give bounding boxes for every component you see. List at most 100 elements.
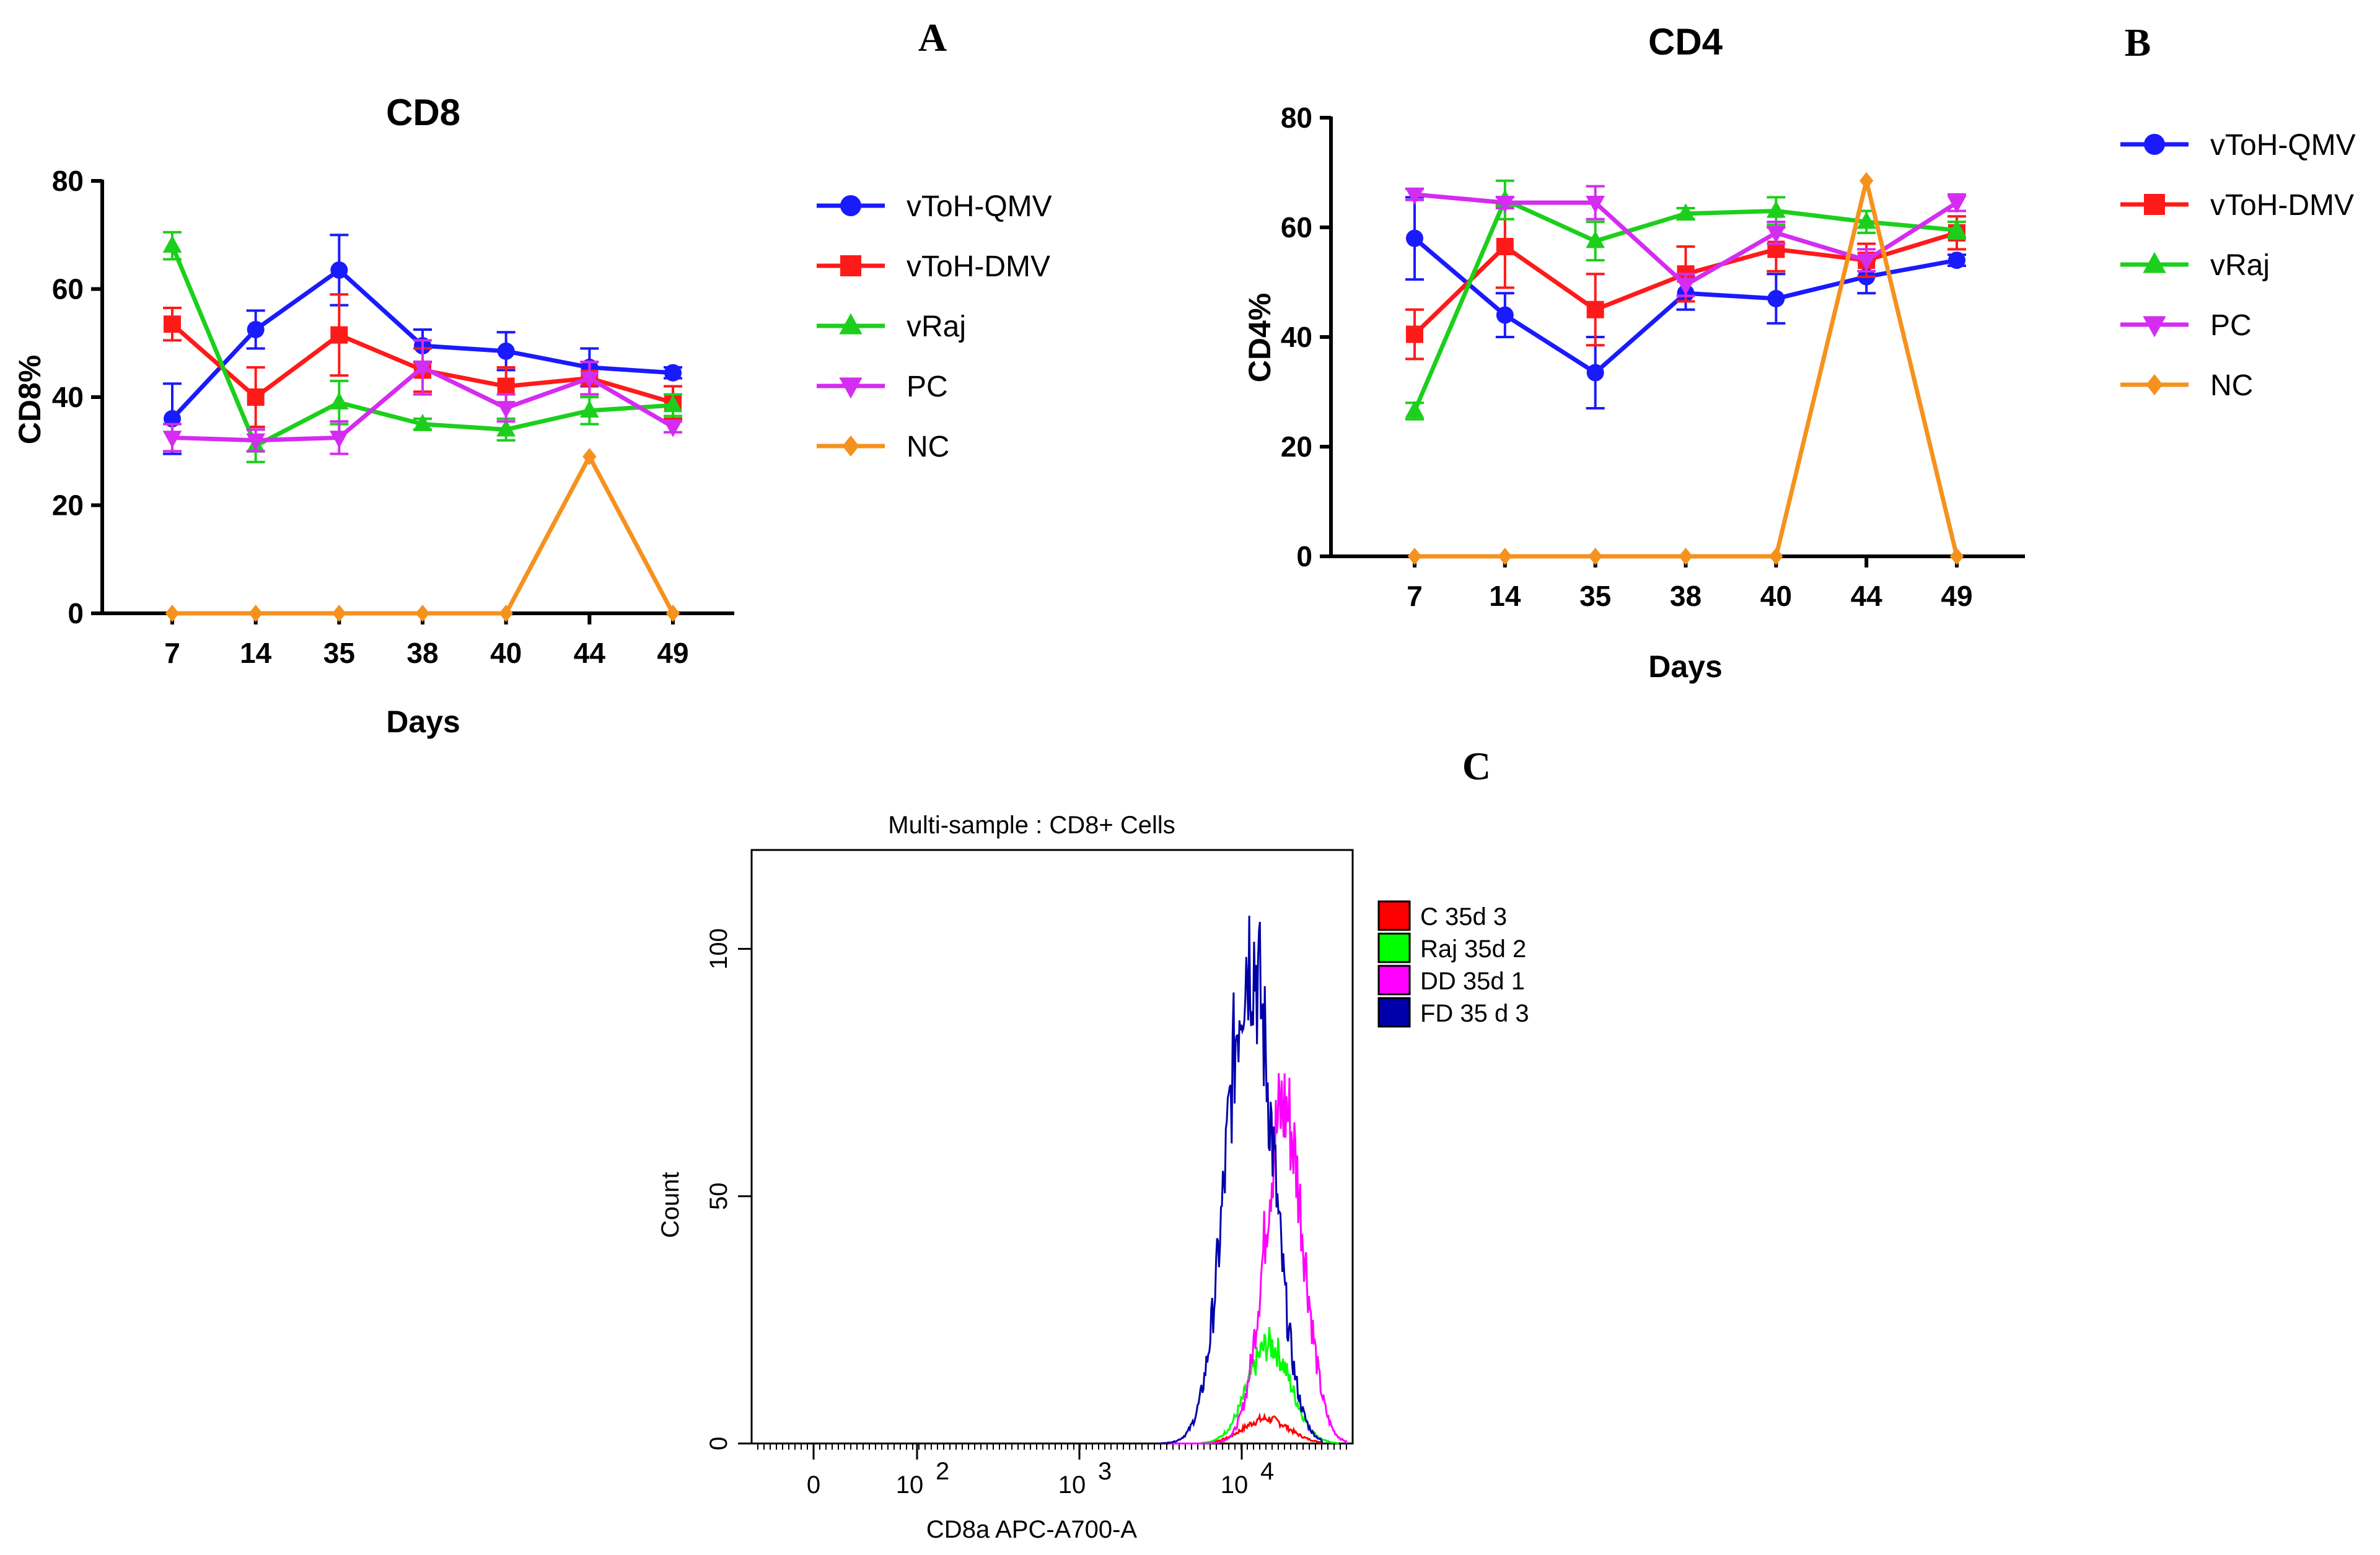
x-tick-label: 38 xyxy=(1670,580,1702,612)
x-axis-label: Days xyxy=(1648,649,1723,684)
x-tick-label: 44 xyxy=(1851,580,1883,612)
data-point xyxy=(1856,211,1876,229)
legend-marker xyxy=(842,436,859,457)
data-point xyxy=(413,413,433,431)
y-tick-label: 20 xyxy=(1281,431,1312,463)
data-point xyxy=(663,395,683,413)
data-point xyxy=(1498,548,1513,565)
data-point xyxy=(582,447,597,465)
series-NC xyxy=(165,447,680,622)
y-tick-label: 60 xyxy=(52,273,84,305)
y-tick-label: 40 xyxy=(1281,321,1312,353)
data-point xyxy=(1679,548,1693,565)
series-line xyxy=(1415,178,1959,559)
data-point xyxy=(579,400,599,418)
legend-marker xyxy=(2146,374,2163,395)
histogram-DD 35d 1 xyxy=(1169,1073,1348,1445)
legend-marker xyxy=(840,195,861,216)
y-tick-label: 80 xyxy=(1281,102,1312,134)
legend-swatch xyxy=(1377,900,1411,931)
data-point xyxy=(1407,548,1422,565)
legend-swatch xyxy=(1377,932,1411,963)
data-point xyxy=(162,431,182,449)
x-tick-label: 40 xyxy=(1760,580,1792,612)
data-point xyxy=(1766,226,1786,243)
x-tick-exponent: 2 xyxy=(936,1458,949,1485)
x-tick-label: 49 xyxy=(657,637,688,669)
data-point xyxy=(1859,172,1874,190)
x-tick-label: 14 xyxy=(240,637,272,669)
y-tick-label: 20 xyxy=(52,489,84,522)
x-tick-label: 44 xyxy=(574,637,606,669)
series-line xyxy=(172,454,675,616)
x-tick-label: 40 xyxy=(490,637,522,669)
data-point xyxy=(1947,219,1967,237)
data-point xyxy=(415,605,430,622)
legend-label: PC xyxy=(907,370,948,403)
data-point xyxy=(165,605,180,622)
data-point xyxy=(1496,237,1514,255)
data-point xyxy=(1856,253,1876,271)
x-tick-label: 49 xyxy=(1941,580,1972,612)
data-point xyxy=(497,342,515,360)
data-point xyxy=(248,605,263,622)
histogram-C 35d 3 xyxy=(1200,1412,1323,1445)
legend-marker xyxy=(2144,134,2165,155)
data-point xyxy=(665,605,680,622)
y-tick-label: 0 xyxy=(1296,540,1312,572)
data-point xyxy=(1588,548,1602,565)
chart-title: CD4 xyxy=(1648,21,1723,63)
x-tick-label: 10 xyxy=(1058,1471,1086,1499)
data-point xyxy=(1406,229,1423,247)
data-point xyxy=(330,326,348,344)
x-tick-label: 10 xyxy=(1221,1471,1249,1499)
data-point xyxy=(329,431,349,449)
data-point xyxy=(329,392,349,410)
data-point xyxy=(1948,252,1965,269)
axes: 0 20 40 60 80 7 14 35 38 40 44 49 xyxy=(1281,102,2025,612)
data-point xyxy=(1405,400,1425,418)
y-axis-label: CD4% xyxy=(1242,293,1277,382)
x-tick-label: 0 xyxy=(807,1471,820,1499)
panel-letter-a: A xyxy=(918,15,947,59)
legend-label: vToH-DMV xyxy=(2210,189,2354,222)
legend-marker xyxy=(2144,194,2165,215)
legend-label: vRaj xyxy=(2210,249,2270,282)
axes: 0 20 40 60 80 7 14 35 38 40 44 49 xyxy=(52,165,734,669)
data-point xyxy=(1496,306,1514,324)
legend-label: vToH-QMV xyxy=(2210,129,2356,162)
histogram-FD 35 d 3 xyxy=(1160,916,1324,1445)
data-point xyxy=(496,401,516,419)
data-point xyxy=(579,371,599,389)
x-tick-label: 14 xyxy=(1489,580,1521,612)
plot-frame xyxy=(750,849,1354,1445)
data-point xyxy=(1947,195,1967,213)
data-point xyxy=(1586,230,1605,248)
x-tick-label: 10 xyxy=(896,1471,924,1499)
legend-marker xyxy=(839,377,863,399)
data-point xyxy=(1495,195,1515,213)
legend-label: NC xyxy=(907,431,949,463)
data-point xyxy=(1586,364,1604,382)
data-point xyxy=(247,388,265,406)
series-vToH-QMV xyxy=(1405,196,1966,410)
legend-label: vToH-DMV xyxy=(907,250,1050,283)
legend-marker xyxy=(840,255,861,276)
y-tick-label: 40 xyxy=(52,381,84,413)
chart-cd8-histogram: Multi-sample : CD8+ Cells Count CD8a APC… xyxy=(657,812,1529,1543)
x-tick-label: 7 xyxy=(1407,580,1423,612)
y-tick-label: 80 xyxy=(52,165,84,197)
legend-label: PC xyxy=(2210,309,2252,342)
legend-label: DD 35d 1 xyxy=(1420,968,1525,995)
chart-title: Multi-sample : CD8+ Cells xyxy=(888,812,1175,839)
series-PC xyxy=(162,339,683,455)
data-point xyxy=(330,261,348,279)
x-tick-exponent: 3 xyxy=(1098,1458,1112,1485)
panel-letter-c: C xyxy=(1462,744,1491,788)
data-point xyxy=(332,605,346,622)
series-NC xyxy=(1407,172,1964,565)
data-point xyxy=(1586,300,1604,318)
legend-marker xyxy=(839,313,863,335)
data-point xyxy=(246,433,266,451)
data-point xyxy=(1676,278,1695,296)
